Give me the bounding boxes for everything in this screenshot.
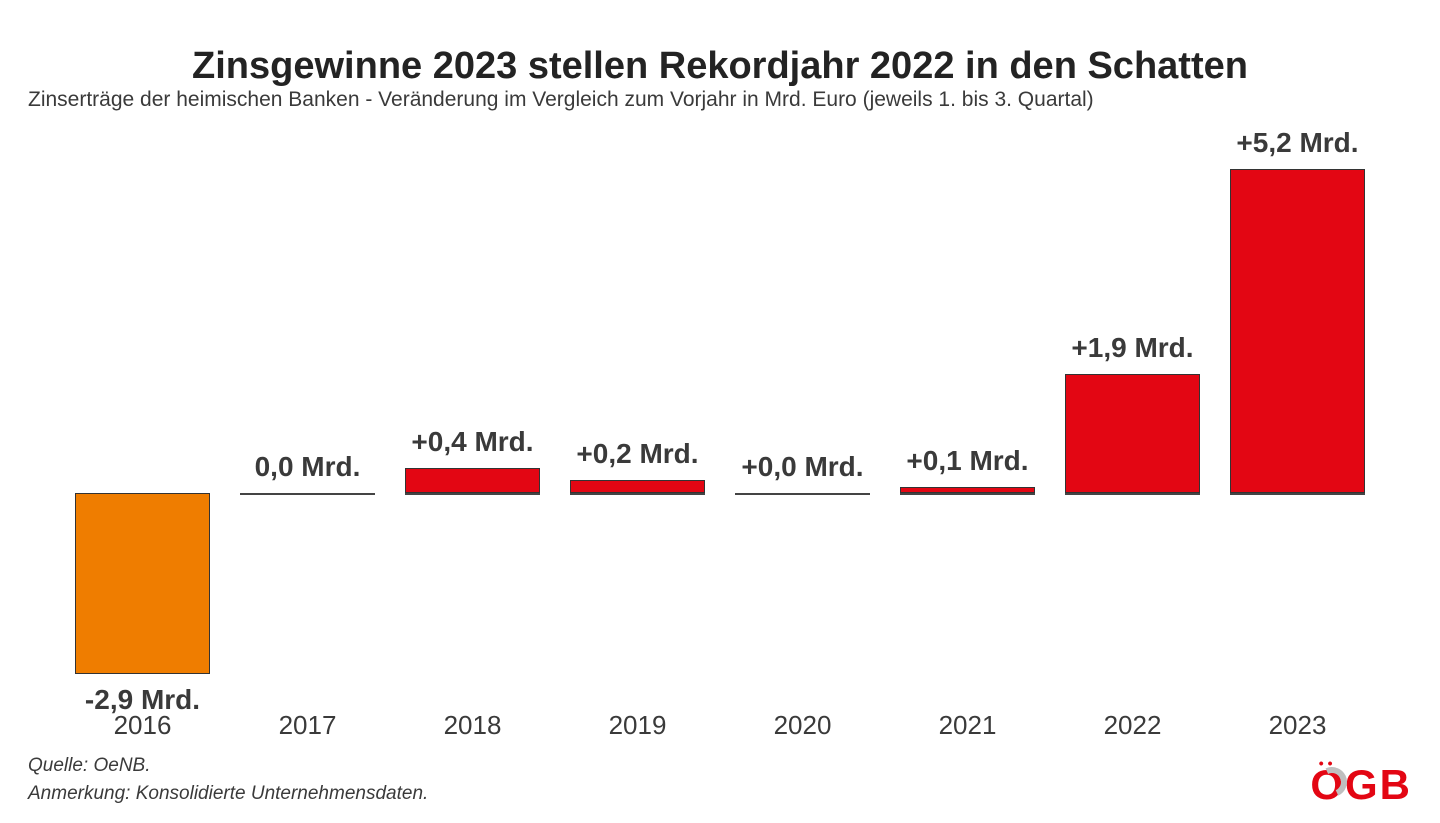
chart-subtitle: Zinserträge der heimischen Banken - Verä… — [28, 88, 1094, 112]
bar — [570, 480, 705, 492]
baseline-segment — [405, 493, 540, 495]
source-line: Quelle: OeNB. — [28, 755, 151, 777]
baseline-segment — [1230, 493, 1365, 495]
category-label: 2021 — [885, 710, 1050, 741]
ogb-logo: ••OGB — [1310, 761, 1412, 809]
bar-value-label: +5,2 Mrd. — [1215, 127, 1380, 159]
category-label: 2018 — [390, 710, 555, 741]
bar — [75, 493, 210, 674]
category-label: 2017 — [225, 710, 390, 741]
baseline-segment — [240, 493, 375, 495]
category-label: 2016 — [60, 710, 225, 741]
bar — [405, 468, 540, 493]
category-label: 2020 — [720, 710, 885, 741]
chart-title: Zinsgewinne 2023 stellen Rekordjahr 2022… — [0, 45, 1440, 88]
bar-value-label: +0,2 Mrd. — [555, 438, 720, 470]
bar — [1230, 169, 1365, 493]
note-line: Anmerkung: Konsolidierte Unternehmensdat… — [28, 783, 428, 805]
bar-value-label: 0,0 Mrd. — [225, 451, 390, 483]
bar — [900, 487, 1035, 493]
bar-value-label: +0,4 Mrd. — [390, 426, 555, 458]
bar — [1065, 374, 1200, 492]
category-label: 2023 — [1215, 710, 1380, 741]
baseline-segment — [1065, 493, 1200, 495]
category-label: 2019 — [555, 710, 720, 741]
bar-value-label: +0,1 Mrd. — [885, 445, 1050, 477]
baseline-segment — [570, 493, 705, 495]
bar-value-label: +1,9 Mrd. — [1050, 332, 1215, 364]
category-label: 2022 — [1050, 710, 1215, 741]
bar-value-label: +0,0 Mrd. — [720, 451, 885, 483]
chart-plot-area: -2,9 Mrd.20160,0 Mrd.2017+0,4 Mrd.2018+0… — [60, 150, 1380, 680]
baseline-segment — [900, 493, 1035, 495]
baseline-segment — [735, 493, 870, 495]
